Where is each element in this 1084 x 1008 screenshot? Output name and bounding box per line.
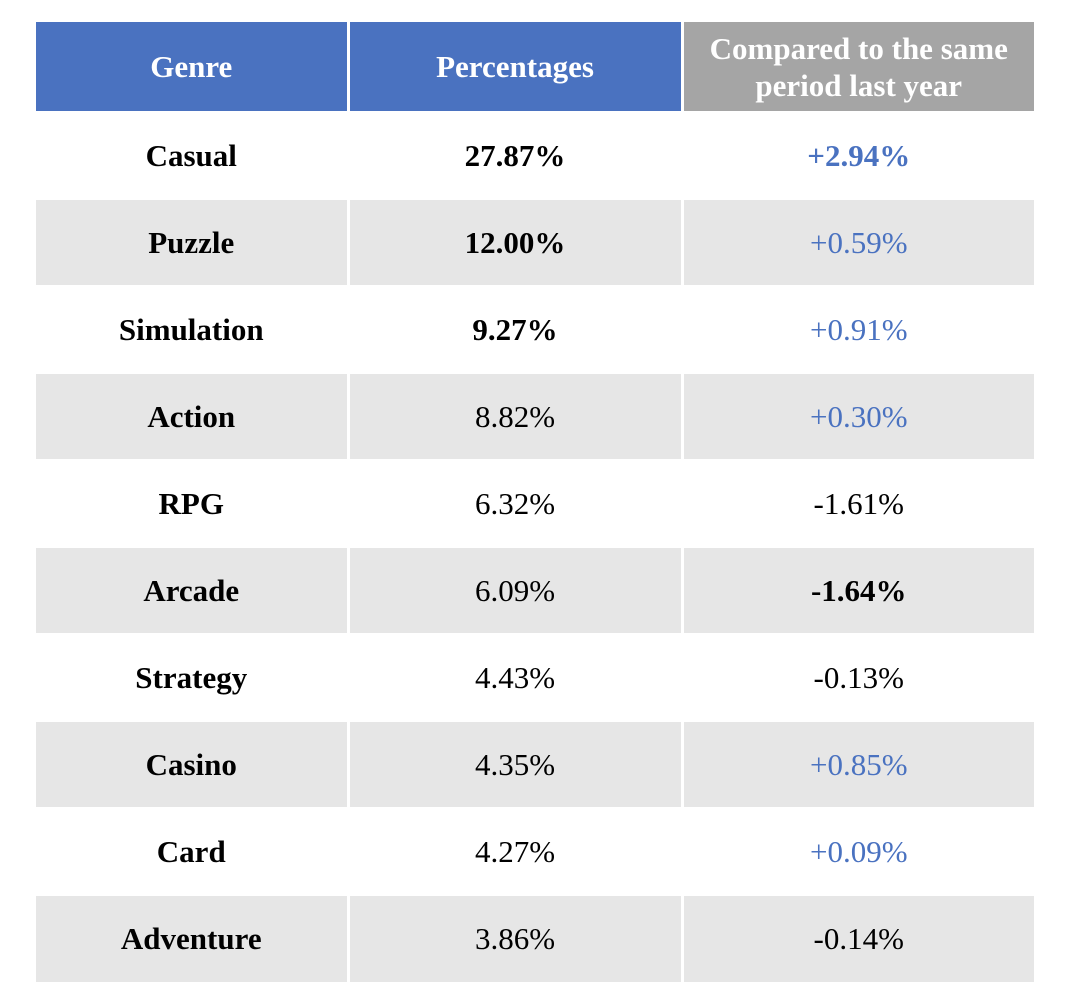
- change-cell: -0.14%: [680, 894, 1034, 982]
- genre-table-container: Genre Percentages Compared to the same p…: [36, 22, 1034, 982]
- genre-cell: Casino: [36, 720, 350, 808]
- genre-cell: Adventure: [36, 894, 350, 982]
- percentage-cell: 3.86%: [346, 894, 684, 982]
- change-cell: -0.13%: [680, 633, 1034, 721]
- percentage-cell: 12.00%: [346, 198, 684, 286]
- table-row: Action 8.82% +0.30%: [36, 372, 1034, 460]
- change-cell: +0.85%: [680, 720, 1034, 808]
- percentage-cell: 9.27%: [346, 285, 684, 373]
- genre-cell: Casual: [36, 111, 350, 199]
- header-percentages: Percentages: [346, 22, 684, 112]
- header-genre: Genre: [36, 22, 350, 112]
- genre-cell: Puzzle: [36, 198, 350, 286]
- table-row: Strategy 4.43% -0.13%: [36, 633, 1034, 721]
- genre-cell: Card: [36, 807, 350, 895]
- header-compared: Compared to the same period last year: [680, 22, 1034, 112]
- change-cell: +0.91%: [680, 285, 1034, 373]
- percentage-cell: 4.43%: [346, 633, 684, 721]
- header-compared-line1: Compared to the same: [709, 30, 1008, 66]
- table-row: Casual 27.87% +2.94%: [36, 111, 1034, 199]
- change-cell: -1.61%: [680, 459, 1034, 547]
- percentage-cell: 6.32%: [346, 459, 684, 547]
- header-compared-line2: period last year: [755, 67, 963, 103]
- table-row: RPG 6.32% -1.61%: [36, 459, 1034, 547]
- table-row: Simulation 9.27% +0.91%: [36, 285, 1034, 373]
- percentage-cell: 6.09%: [346, 546, 684, 634]
- percentage-cell: 4.35%: [346, 720, 684, 808]
- genre-cell: Strategy: [36, 633, 350, 721]
- genre-cell: Action: [36, 372, 350, 460]
- percentage-cell: 27.87%: [346, 111, 684, 199]
- genre-cell: RPG: [36, 459, 350, 547]
- table-row: Card 4.27% +0.09%: [36, 807, 1034, 895]
- change-cell: +2.94%: [680, 111, 1034, 199]
- percentage-cell: 8.82%: [346, 372, 684, 460]
- change-cell: +0.09%: [680, 807, 1034, 895]
- change-cell: -1.64%: [680, 546, 1034, 634]
- change-cell: +0.59%: [680, 198, 1034, 286]
- percentage-cell: 4.27%: [346, 807, 684, 895]
- table-row: Puzzle 12.00% +0.59%: [36, 198, 1034, 286]
- table-row: Arcade 6.09% -1.64%: [36, 546, 1034, 634]
- genre-cell: Simulation: [36, 285, 350, 373]
- change-cell: +0.30%: [680, 372, 1034, 460]
- genre-share-table: Genre Percentages Compared to the same p…: [36, 22, 1034, 982]
- genre-cell: Arcade: [36, 546, 350, 634]
- table-row: Adventure 3.86% -0.14%: [36, 894, 1034, 982]
- table-header-row: Genre Percentages Compared to the same p…: [36, 22, 1034, 112]
- table-row: Casino 4.35% +0.85%: [36, 720, 1034, 808]
